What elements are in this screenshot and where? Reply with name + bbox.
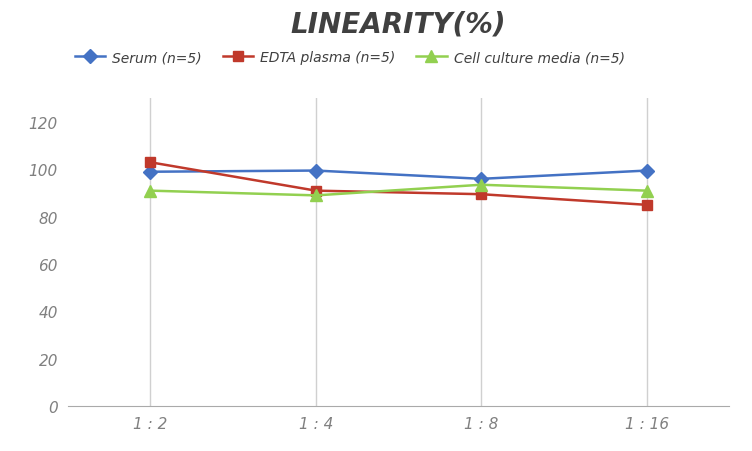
Serum (n=5) [146, 170, 155, 175]
Serum (n=5) [311, 169, 320, 174]
EDTA plasma (n=5) [642, 202, 651, 208]
Cell culture media (n=5) [311, 193, 320, 198]
Serum (n=5) [642, 169, 651, 174]
EDTA plasma (n=5) [311, 189, 320, 194]
Cell culture media (n=5) [477, 183, 486, 188]
EDTA plasma (n=5) [146, 160, 155, 166]
Line: EDTA plasma (n=5): EDTA plasma (n=5) [146, 158, 651, 210]
EDTA plasma (n=5) [477, 192, 486, 198]
Line: Cell culture media (n=5): Cell culture media (n=5) [145, 180, 652, 202]
Legend: Serum (n=5), EDTA plasma (n=5), Cell culture media (n=5): Serum (n=5), EDTA plasma (n=5), Cell cul… [74, 51, 625, 65]
Serum (n=5) [477, 177, 486, 182]
Cell culture media (n=5) [146, 189, 155, 194]
Cell culture media (n=5) [642, 189, 651, 194]
Title: LINEARITY(%): LINEARITY(%) [291, 11, 506, 39]
Line: Serum (n=5): Serum (n=5) [146, 166, 651, 184]
